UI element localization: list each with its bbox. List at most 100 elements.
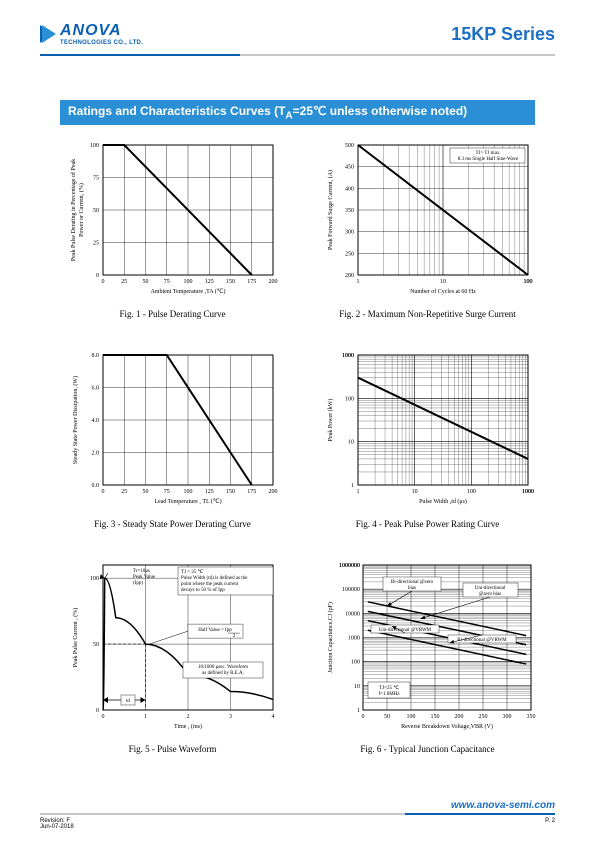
svg-text:8.3 ms Single Half Sine-Wave: 8.3 ms Single Half Sine-Wave bbox=[457, 157, 518, 162]
header: ANOVA TECHNOLOGIES CO., LTD. 15KP Series bbox=[40, 22, 555, 46]
svg-text:250: 250 bbox=[478, 714, 487, 720]
svg-text:25: 25 bbox=[121, 489, 127, 495]
svg-text:Peak Forward Surge Current, (A: Peak Forward Surge Current, (A) bbox=[327, 170, 334, 250]
svg-text:175: 175 bbox=[247, 489, 256, 495]
svg-text:1: 1 bbox=[357, 708, 360, 714]
svg-text:Lead Temperature , TL (℃): Lead Temperature , TL (℃) bbox=[154, 498, 221, 505]
footer: www.anova-semi.com Revision: F Jun-07-20… bbox=[40, 800, 555, 824]
chart-fig4-svg: 1101001000100011010010001000Pulse Width … bbox=[318, 345, 538, 510]
svg-text:100: 100 bbox=[406, 714, 415, 720]
svg-text:100: 100 bbox=[466, 489, 475, 495]
svg-text:Ambient Temperature ,TA (℃): Ambient Temperature ,TA (℃) bbox=[150, 288, 225, 295]
svg-text:200: 200 bbox=[454, 714, 463, 720]
svg-text:10: 10 bbox=[440, 279, 446, 285]
chart-fig6-caption: Fig. 6 - Typical Junction Capacitance bbox=[360, 744, 494, 754]
chart-fig3-svg: 02550751001251501752000.02.04.06.08.0Lea… bbox=[63, 345, 283, 510]
chart-fig4-caption: Fig. 4 - Peak Pulse Power Rating Curve bbox=[356, 519, 500, 529]
svg-text:TJ = 25 ℃: TJ = 25 ℃ bbox=[181, 569, 204, 575]
svg-text:100: 100 bbox=[183, 279, 192, 285]
svg-text:Reverse Breakdown Voltage,VBR: Reverse Breakdown Voltage,VBR (V) bbox=[401, 723, 493, 730]
svg-text:point where the peak current: point where the peak current bbox=[181, 582, 239, 587]
logo-icon bbox=[40, 23, 56, 45]
svg-text:Uni-directional @VRWM: Uni-directional @VRWM bbox=[378, 628, 431, 633]
svg-text:0: 0 bbox=[101, 489, 104, 495]
chart-fig5-caption: Fig. 5 - Pulse Waveform bbox=[129, 744, 217, 754]
chart-fig2: 110100100200250300350400450500TJ= TJ max… bbox=[310, 135, 545, 340]
svg-text:150: 150 bbox=[226, 489, 235, 495]
svg-text:0.0: 0.0 bbox=[91, 483, 99, 489]
svg-text:Peak Value: Peak Value bbox=[133, 575, 156, 580]
svg-text:1000000: 1000000 bbox=[339, 563, 360, 569]
svg-text:350: 350 bbox=[345, 208, 354, 214]
svg-text:bias: bias bbox=[407, 586, 415, 591]
section-title: Ratings and Characteristics Curves (TA=2… bbox=[60, 100, 535, 125]
svg-text:25: 25 bbox=[121, 279, 127, 285]
svg-text:10000: 10000 bbox=[345, 611, 360, 617]
svg-text:Time , (ms): Time , (ms) bbox=[174, 723, 202, 730]
chart-fig6-svg: 0501001502002503003501101001000100001000… bbox=[318, 555, 538, 735]
chart-fig4: 1101001000100011010010001000Pulse Width … bbox=[310, 345, 545, 550]
svg-text:1: 1 bbox=[351, 483, 354, 489]
svg-text:100: 100 bbox=[90, 576, 99, 582]
svg-text:25: 25 bbox=[93, 241, 99, 247]
svg-text:Power or Current, (%): Power or Current, (%) bbox=[78, 183, 85, 237]
svg-text:0: 0 bbox=[101, 714, 104, 720]
svg-text:10: 10 bbox=[354, 684, 360, 690]
svg-text:1: 1 bbox=[144, 714, 147, 720]
svg-text:100: 100 bbox=[351, 660, 360, 666]
svg-text:Bi-directional @zero: Bi-directional @zero bbox=[390, 580, 433, 585]
svg-text:1000: 1000 bbox=[342, 353, 354, 359]
svg-text:100: 100 bbox=[183, 489, 192, 495]
svg-text:200: 200 bbox=[268, 279, 277, 285]
svg-text:1000: 1000 bbox=[522, 489, 534, 495]
svg-text:td: td bbox=[126, 699, 130, 704]
svg-text:150: 150 bbox=[430, 714, 439, 720]
svg-text:50: 50 bbox=[93, 642, 99, 648]
section-title-part1: Ratings and Characteristics Curves (T bbox=[68, 104, 285, 118]
svg-text:10: 10 bbox=[348, 440, 354, 446]
chart-fig1-caption: Fig. 1 - Pulse Derating Curve bbox=[120, 309, 226, 319]
chart-fig2-caption: Fig. 2 - Maximum Non-Repetitive Surge Cu… bbox=[339, 309, 516, 320]
svg-text:75: 75 bbox=[163, 489, 169, 495]
svg-text:TJ= TJ max.: TJ= TJ max. bbox=[475, 151, 500, 156]
svg-text:50: 50 bbox=[93, 208, 99, 214]
chart-fig5-svg: 01234050100tdTr=10μsPeak Value(Ipp)TJ = … bbox=[63, 555, 283, 735]
svg-text:Peak Pulse Current , (%): Peak Pulse Current , (%) bbox=[72, 608, 79, 668]
svg-text:100: 100 bbox=[90, 143, 99, 149]
svg-text:50: 50 bbox=[384, 714, 390, 720]
svg-text:(Ipp): (Ipp) bbox=[133, 581, 143, 586]
chart-fig5: 01234050100tdTr=10μsPeak Value(Ipp)TJ = … bbox=[55, 555, 290, 760]
svg-text:0: 0 bbox=[361, 714, 364, 720]
footer-rule bbox=[40, 813, 555, 815]
svg-text:3: 3 bbox=[229, 714, 232, 720]
svg-text:TJ=25 ℃: TJ=25 ℃ bbox=[379, 685, 399, 691]
svg-text:1: 1 bbox=[356, 279, 359, 285]
svg-text:f=1.0MHz: f=1.0MHz bbox=[378, 692, 400, 697]
svg-text:450: 450 bbox=[345, 165, 354, 171]
svg-text:Tr=10μs: Tr=10μs bbox=[133, 569, 150, 574]
charts-grid: 02550751001251501752000255075100Ambient … bbox=[55, 135, 545, 760]
chart-fig1-svg: 02550751001251501752000255075100Ambient … bbox=[63, 135, 283, 300]
svg-text:8.0: 8.0 bbox=[91, 353, 99, 359]
svg-text:200: 200 bbox=[268, 489, 277, 495]
svg-text:100: 100 bbox=[345, 396, 354, 402]
logo-subtitle: TECHNOLOGIES CO., LTD. bbox=[60, 40, 143, 46]
logo-name: ANOVA bbox=[60, 22, 143, 40]
chart-fig6: 0501001502002503003501101001000100001000… bbox=[310, 555, 545, 760]
svg-text:150: 150 bbox=[226, 279, 235, 285]
svg-text:75: 75 bbox=[93, 176, 99, 182]
svg-text:@zero bias: @zero bias bbox=[478, 592, 501, 597]
chart-fig3: 02550751001251501752000.02.04.06.08.0Lea… bbox=[55, 345, 290, 550]
svg-text:125: 125 bbox=[204, 279, 213, 285]
svg-text:2.0: 2.0 bbox=[91, 451, 99, 457]
svg-text:1000: 1000 bbox=[348, 636, 360, 642]
svg-text:300: 300 bbox=[502, 714, 511, 720]
svg-text:0: 0 bbox=[96, 273, 99, 279]
svg-text:0: 0 bbox=[96, 708, 99, 714]
svg-text:Peak Power (kW): Peak Power (kW) bbox=[327, 399, 334, 442]
svg-text:as defined by R.E.A.: as defined by R.E.A. bbox=[202, 671, 244, 676]
svg-text:2: 2 bbox=[186, 714, 189, 720]
chart-fig3-caption: Fig. 3 - Steady State Power Derating Cur… bbox=[94, 519, 250, 529]
svg-text:250: 250 bbox=[345, 251, 354, 257]
logo: ANOVA TECHNOLOGIES CO., LTD. bbox=[40, 22, 143, 46]
